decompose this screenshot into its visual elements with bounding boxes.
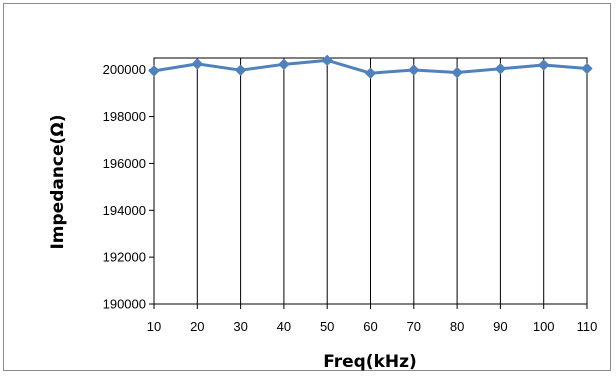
- y-tick-label-194000: 194000: [103, 203, 146, 218]
- data-point-80: [451, 66, 463, 79]
- x-tick-label-50: 50: [320, 319, 334, 334]
- x-tick-label-20: 20: [190, 319, 204, 334]
- data-point-20: [191, 58, 204, 70]
- data-point-10: [148, 65, 160, 77]
- y-tick-label-198000: 198000: [103, 109, 146, 124]
- y-axis-title: Impedance(Ω): [48, 114, 68, 249]
- x-tick-label-100: 100: [533, 319, 555, 334]
- data-point-60: [364, 67, 377, 79]
- data-point-40: [278, 58, 290, 71]
- x-axis-title: Freq(kHz): [323, 352, 417, 372]
- data-point-70: [408, 64, 420, 76]
- y-tick-label-200000: 200000: [103, 62, 146, 77]
- data-point-100: [537, 59, 550, 71]
- y-tick-label-192000: 192000: [103, 250, 146, 265]
- x-tick-label-70: 70: [407, 319, 421, 334]
- x-tick-label-90: 90: [493, 319, 507, 334]
- vertical-gridlines: [196, 58, 545, 304]
- x-tick-label-30: 30: [233, 319, 247, 334]
- chart-frame: [3, 3, 611, 371]
- x-tick-labels: 10 20 30 40 50 60 70 80 90 100 110: [147, 319, 598, 334]
- data-point-110: [581, 62, 593, 75]
- data-point-30: [234, 64, 247, 76]
- x-tick-label-110: 110: [577, 319, 598, 334]
- y-tick-label-190000: 190000: [103, 297, 146, 312]
- series-layer: [148, 54, 593, 79]
- data-point-90: [494, 63, 507, 75]
- x-tick-label-60: 60: [363, 319, 377, 334]
- data-point-50: [321, 54, 333, 67]
- y-tick-labels: 190000 192000 194000 196000 198000 200000: [103, 62, 146, 311]
- y-tick-label-196000: 196000: [103, 156, 146, 171]
- x-tick-label-80: 80: [450, 319, 464, 334]
- axes: [149, 57, 588, 309]
- x-tick-label-10: 10: [147, 319, 161, 334]
- x-tick-label-40: 40: [277, 319, 291, 334]
